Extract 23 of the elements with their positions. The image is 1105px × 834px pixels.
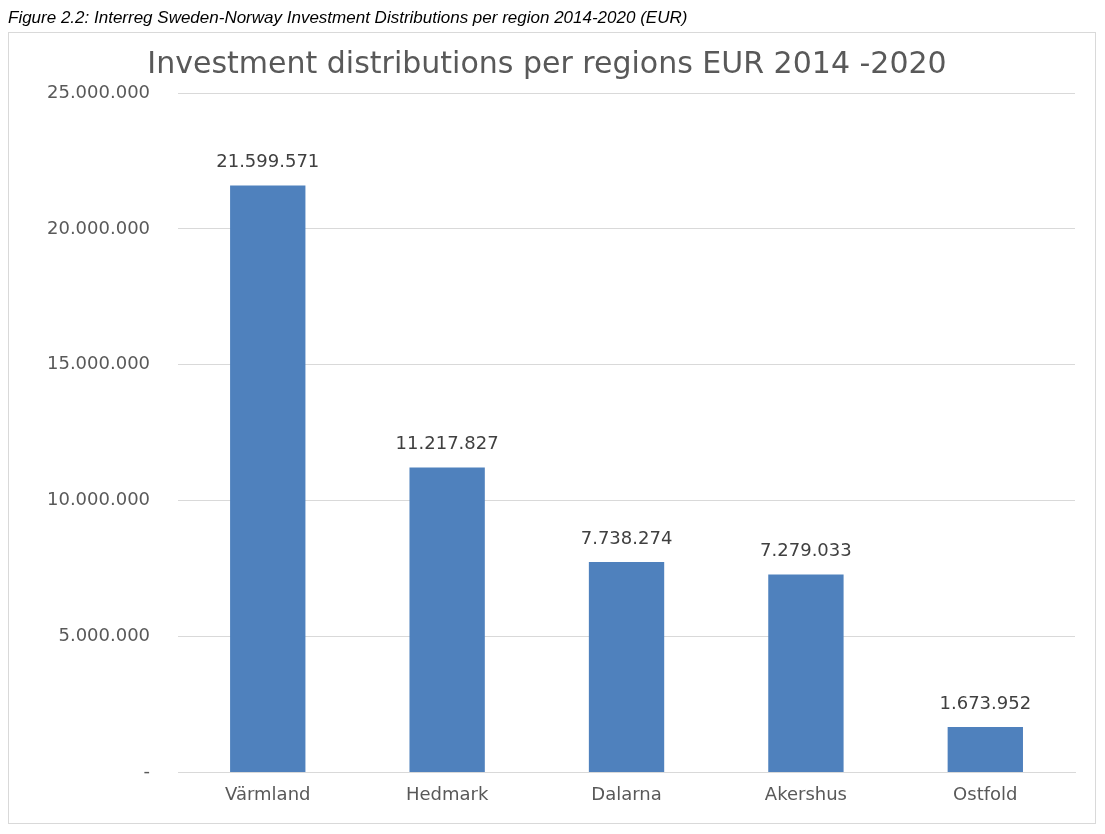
y-tick-label: 15.000.000 bbox=[47, 352, 151, 374]
x-tick-label: Dalarna bbox=[591, 782, 662, 804]
x-tick-label: Värmland bbox=[225, 782, 311, 804]
caption: Figure 2.2: Interreg Sweden-Norway Investment Distributions per region 2014-2020 (EUR) bbox=[8, 8, 689, 28]
x-tick-label: Akershus bbox=[764, 782, 847, 804]
data-label: 7.279.033 bbox=[760, 539, 852, 561]
x-tick-label: Hedmark bbox=[405, 782, 489, 804]
data-label: 21.599.571 bbox=[216, 150, 320, 172]
chart-title: Investment distributions per regions EUR 2014 -2020 bbox=[147, 44, 947, 80]
y-tick-label: 20.000.000 bbox=[47, 216, 151, 238]
data-label: 7.738.274 bbox=[580, 526, 673, 548]
y-tick-label: - bbox=[143, 760, 151, 782]
y-tick-label: 10.000.000 bbox=[47, 488, 151, 510]
y-tick-label: 25.000.000 bbox=[47, 80, 151, 102]
bar bbox=[947, 726, 1023, 772]
y-tick-label: 5.000.000 bbox=[58, 624, 151, 646]
x-tick-label: Ostfold bbox=[953, 782, 1018, 804]
data-label: 1.673.952 bbox=[939, 691, 1032, 713]
bar bbox=[588, 562, 665, 772]
data-label: 11.217.827 bbox=[395, 432, 499, 454]
bar bbox=[230, 185, 306, 772]
bar bbox=[768, 574, 844, 772]
bar bbox=[409, 467, 485, 772]
